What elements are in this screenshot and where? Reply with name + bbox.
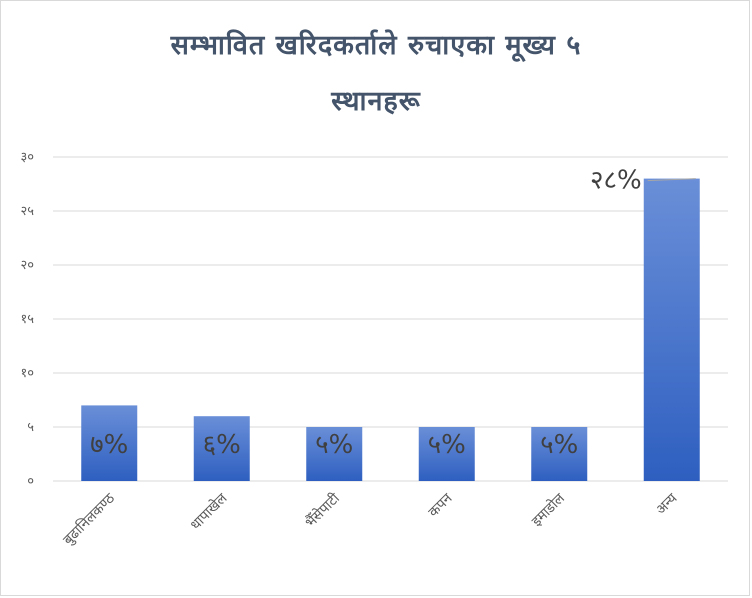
y-tick-label: ३० [20, 150, 34, 165]
bar [306, 427, 363, 481]
chart-title: सम्भावित खरिदकर्ताले रुचाएका मूख्य ५ स्थ… [0, 18, 752, 130]
y-tick-label: ५ [27, 420, 34, 435]
bar [643, 178, 700, 481]
y-tick-label: २० [20, 258, 34, 273]
data-label: ५% [540, 430, 578, 460]
bars: ७% ६% ५% ५% ५% २८% [81, 166, 700, 481]
x-category-label: बुढानिलकण्ठ [60, 489, 119, 548]
bar [193, 416, 250, 481]
x-category-label: कपन [426, 490, 456, 520]
data-label: ७% [90, 430, 128, 460]
bar [418, 427, 475, 481]
y-tick-label: २५ [20, 204, 34, 219]
y-axis-ticks: ० ५ १० १५ २० २५ ३० [20, 150, 34, 489]
x-axis-categories: बुढानिलकण्ठ धापाखेल भैँसेपाटी कपन इमाडोल अन्य [60, 489, 682, 548]
data-label: ५% [428, 430, 466, 460]
bar [81, 405, 138, 481]
x-category-label: इमाडोल [528, 489, 568, 529]
gridlines [53, 156, 728, 482]
data-label: ६% [203, 430, 241, 460]
data-label: २८% [590, 166, 642, 196]
y-tick-label: १० [20, 366, 34, 381]
chart-title-line-2: स्थानहरू [331, 86, 421, 117]
x-category-label: भैँसेपाटी [302, 490, 344, 532]
y-tick-label: १५ [20, 312, 34, 327]
chart-title-line-1: सम्भावित खरिदकर्ताले रुचाएका मूख्य ५ [170, 30, 582, 61]
x-category-label: अन्य [653, 490, 681, 518]
data-label: ५% [315, 430, 353, 460]
data-label-leader [647, 178, 696, 182]
x-category-label: धापाखेल [187, 489, 231, 533]
y-tick-label: ० [27, 474, 34, 489]
bar [531, 427, 588, 481]
